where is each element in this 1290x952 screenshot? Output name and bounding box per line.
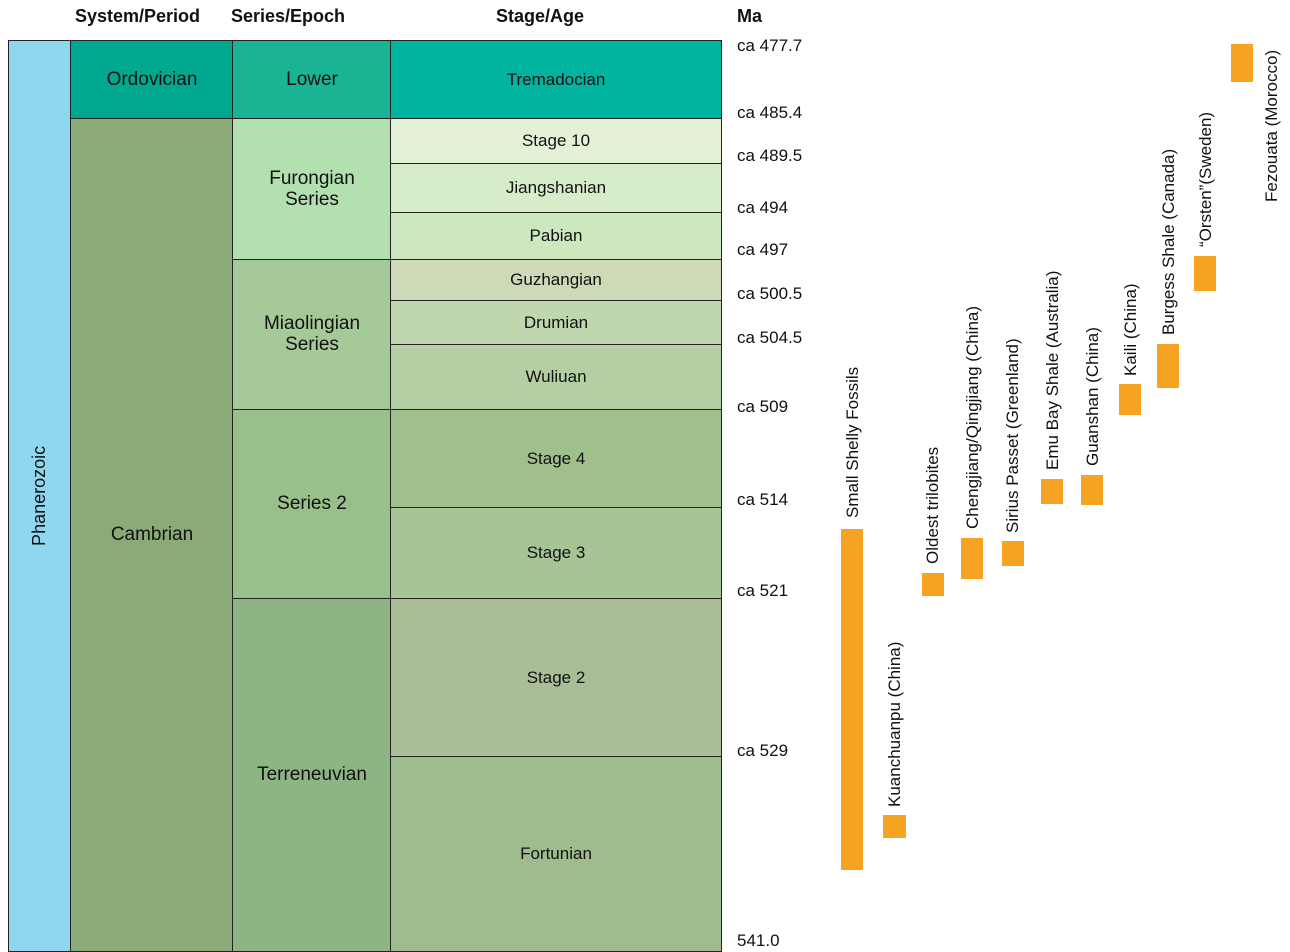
period-cambrian: Cambrian [70, 118, 234, 952]
age-label: ca 509 [737, 397, 789, 416]
epoch-series-2: Series 2 [232, 409, 392, 600]
age-label: ca 489.5 [737, 146, 803, 165]
stage-4: Stage 4 [390, 409, 722, 509]
stage-3: Stage 3 [390, 507, 722, 600]
stage-label: Wuliuan [525, 367, 587, 387]
fossil-bar-kaili [1119, 384, 1141, 415]
epoch-label: Furongian Series [269, 167, 355, 210]
stage-jiangshanian: Jiangshanian [390, 163, 722, 214]
age-label: ca 521 [737, 581, 789, 600]
stage-label: Pabian [529, 226, 583, 246]
epoch-lower: Lower [232, 40, 392, 120]
stage-10: Stage 10 [390, 118, 722, 165]
fossil-bar-oldest-trilobites [922, 573, 944, 596]
epoch-furongian: Furongian Series [232, 118, 392, 261]
stage-fortunian: Fortunian [390, 756, 722, 952]
period-ordovician: Ordovician [70, 40, 234, 120]
fossil-label: Kaili (China) [1121, 283, 1140, 376]
fossil-bar-kuanchuanpu [883, 815, 906, 838]
stage-label: Stage 2 [526, 667, 586, 687]
epoch-miaolingian: Miaolingian Series [232, 259, 392, 411]
fossil-bar-small-shelly [841, 529, 863, 870]
fossil-bar-burgess [1157, 344, 1179, 388]
stage-tremadocian: Tremadocian [390, 40, 722, 120]
age-label: ca 497 [737, 240, 789, 259]
period-label: Ordovician [106, 68, 198, 90]
fossil-bar-chengjiang [961, 538, 983, 579]
fossil-label: Emu Bay Shale (Australia) [1043, 270, 1062, 470]
stage-label: Stage 3 [526, 543, 586, 563]
stage-label: Guzhangian [510, 270, 602, 290]
fossil-bar-guanshan [1081, 475, 1103, 505]
fossil-label: “Orsten”(Sweden) [1196, 111, 1215, 247]
stage-drumian: Drumian [390, 300, 722, 346]
fossil-label: Guanshan (China) [1083, 327, 1102, 466]
stage-label: Stage 4 [526, 448, 586, 468]
epoch-label: Miaolingian Series [263, 313, 361, 355]
fossil-label: Oldest trilobites [923, 446, 942, 564]
age-label: ca 529 [737, 741, 789, 760]
age-label: ca 514 [737, 490, 789, 509]
age-label: ca 485.4 [737, 103, 803, 122]
fossil-bar-sirius-passet [1002, 541, 1024, 566]
stage-wuliuan: Wuliuan [390, 344, 722, 411]
epoch-terreneuvian: Terreneuvian [232, 598, 392, 952]
age-label: ca 494 [737, 198, 789, 217]
period-label: Cambrian [110, 523, 194, 545]
eon-phanerozoic: Phanerozoic [8, 40, 72, 952]
header-system-period: System/Period [75, 6, 201, 26]
age-label: ca 504.5 [737, 328, 803, 347]
epoch-label: Lower [286, 68, 338, 90]
eon-label: Phanerozoic [29, 445, 50, 547]
stage-pabian: Pabian [390, 212, 722, 261]
age-label: 541.0 [737, 931, 780, 950]
epoch-label: Terreneuvian [257, 763, 367, 785]
epoch-label: Series 2 [277, 493, 347, 515]
age-label: ca 500.5 [737, 284, 803, 303]
fossil-label: Burgess Shale (Canada) [1159, 148, 1178, 335]
fossil-label: Fezouata (Morocco) [1262, 49, 1281, 202]
stage-label: Fortunian [520, 843, 592, 863]
fossil-label: Kuanchuanpu (China) [885, 641, 904, 807]
stage-label: Tremadocian [506, 69, 606, 89]
stage-2: Stage 2 [390, 598, 722, 758]
fossil-bar-orsten [1194, 256, 1216, 291]
header-series-epoch: Series/Epoch [231, 6, 346, 26]
fossil-label: Sirius Passet (Greenland) [1003, 338, 1022, 533]
header-stage-age: Stage/Age [496, 6, 585, 26]
stage-label: Jiangshanian [505, 178, 607, 198]
header-ma: Ma [737, 6, 763, 26]
stage-label: Drumian [523, 312, 589, 332]
age-label: ca 477.7 [737, 36, 803, 55]
fossil-bar-emu-bay [1041, 479, 1063, 504]
fossil-label: Small Shelly Fossils [843, 366, 862, 518]
stage-guzhangian: Guzhangian [390, 259, 722, 302]
stage-label: Stage 10 [521, 131, 591, 151]
fossil-label: Chengjiang/Qingjiang (China) [963, 305, 982, 529]
fossil-bar-fezouata [1231, 44, 1253, 82]
